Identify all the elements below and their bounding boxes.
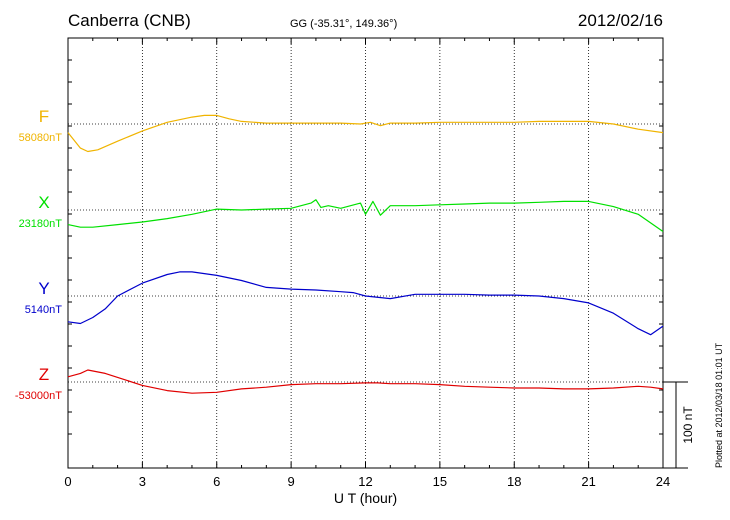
channel-baseline-Z: -53000nT: [15, 390, 62, 402]
scale-bar: 100 nT: [663, 381, 695, 469]
channel-letter-Z: Z: [39, 365, 49, 384]
channel-labels: F 58080nT X 23180nT Y 5140nT Z -53000nT: [15, 107, 62, 402]
x-tick-label-3: 3: [139, 474, 146, 489]
x-tick-label-9: 9: [288, 474, 295, 489]
series-line-Z: [67, 369, 664, 394]
axis-ticks: [67, 38, 664, 468]
channel-letter-F: F: [39, 107, 49, 126]
x-tick-label-24: 24: [656, 474, 670, 489]
channel-baseline-F: 58080nT: [19, 132, 63, 144]
channel-letter-Y: Y: [38, 279, 49, 298]
x-tick-label-18: 18: [507, 474, 521, 489]
x-tick-label-6: 6: [213, 474, 220, 489]
x-tick-label-21: 21: [581, 474, 595, 489]
date-label: 2012/02/16: [578, 11, 663, 30]
coordinates-label: GG (-35.31°, 149.36°): [290, 18, 397, 30]
x-tick-label-12: 12: [358, 474, 372, 489]
channel-baseline-X: 23180nT: [19, 218, 63, 230]
grid-lines: [68, 38, 663, 468]
x-axis-title: U T (hour): [334, 490, 397, 506]
series-line-X: [67, 199, 664, 232]
series-lines: [67, 114, 664, 394]
channel-baseline-Y: 5140nT: [25, 304, 63, 316]
scale-bar-label: 100 nT: [681, 406, 695, 444]
channel-letter-X: X: [38, 193, 49, 212]
plotted-at-label: Plotted at 2012/03/18 01:01 UT: [714, 342, 724, 468]
x-tick-label-15: 15: [433, 474, 447, 489]
x-tick-label-0: 0: [64, 474, 71, 489]
series-line-F: [67, 114, 664, 153]
plot-frame: [67, 37, 664, 469]
station-title: Canberra (CNB): [68, 11, 191, 30]
x-tick-labels: 0 3 6 9 12 15 18 21 24: [64, 474, 670, 489]
series-line-Y: [67, 271, 664, 336]
